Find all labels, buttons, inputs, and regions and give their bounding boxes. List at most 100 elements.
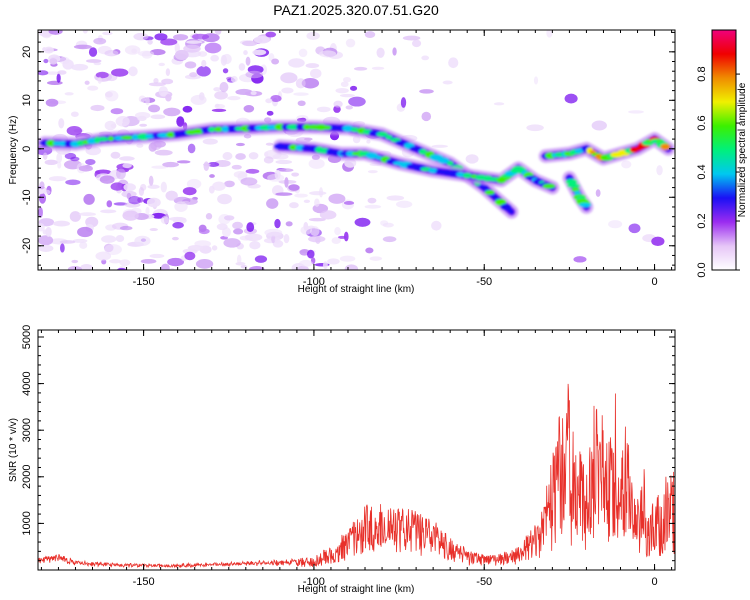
noise-blob [110, 151, 121, 159]
noise-blob [354, 217, 371, 227]
y-tick-label: 5000 [21, 325, 33, 349]
noise-blob [245, 56, 251, 66]
noise-blob [184, 61, 197, 69]
noise-blob [119, 259, 131, 267]
noise-blob [100, 209, 117, 214]
noise-blob [198, 224, 207, 233]
noise-blob [168, 216, 187, 221]
noise-blob [331, 237, 341, 244]
noise-blob [104, 50, 119, 57]
noise-blob [64, 92, 74, 96]
noise-blob [122, 163, 132, 169]
noise-blob [431, 144, 448, 148]
noise-blob [104, 244, 122, 255]
noise-blob [119, 225, 133, 231]
noise-blob [245, 168, 260, 174]
noise-blob [465, 154, 479, 164]
noise-blob [656, 165, 663, 176]
noise-blob [306, 31, 320, 40]
noise-blob [147, 184, 160, 189]
noise-blob [533, 76, 539, 85]
noise-blob [300, 225, 312, 235]
ridge-bead [227, 125, 237, 133]
spectrogram-y-ticks: -20 -10 0 10 20 [21, 31, 675, 266]
ridge-bead [107, 136, 115, 141]
noise-blob [217, 193, 232, 205]
x-tick-label: 0 [651, 576, 657, 588]
noise-blob [288, 58, 305, 68]
noise-blob [87, 85, 99, 91]
noise-blob [316, 106, 331, 113]
noise-blob [69, 211, 81, 222]
ridge-bead [208, 126, 216, 132]
noise-blob [117, 267, 127, 270]
noise-blob [448, 57, 459, 69]
noise-blob [243, 104, 255, 113]
noise-blob [140, 258, 157, 264]
noise-blob [158, 62, 165, 67]
noise-blob [95, 71, 109, 79]
noise-blob [148, 104, 161, 113]
noise-blob [344, 158, 357, 168]
noise-blob [345, 38, 356, 48]
colorbar-label: Normalized spectral amplitude [737, 82, 748, 217]
x-tick-label: -150 [133, 576, 155, 588]
noise-blob [113, 202, 128, 206]
noise-blob [78, 212, 96, 217]
noise-blob [214, 30, 222, 35]
noise-blob [60, 243, 65, 253]
noise-blob [252, 49, 267, 56]
ridge-bead [376, 131, 388, 137]
noise-blob [366, 139, 371, 144]
noise-blob [122, 210, 139, 221]
noise-blob [350, 85, 358, 91]
noise-blob [46, 80, 63, 85]
noise-blob [161, 78, 174, 85]
noise-blob [56, 73, 61, 83]
noise-blob [264, 228, 283, 237]
noise-blob [115, 116, 130, 127]
noise-blob [184, 251, 196, 261]
y-tick-label: -10 [21, 189, 33, 205]
snr-panel: -150 -100 -50 0 1000 2000 3000 4000 5000 Height… [8, 325, 676, 595]
noise-blob [219, 81, 229, 93]
noise-blob [305, 63, 320, 69]
noise-blob [343, 201, 355, 205]
noise-blob [197, 51, 208, 57]
ridge-bead [295, 124, 305, 130]
noise-blob [149, 227, 158, 232]
x-tick-label: -50 [476, 576, 492, 588]
noise-blob [369, 256, 383, 261]
noise-blob [202, 138, 218, 145]
noise-blob [213, 87, 221, 92]
noise-blob [38, 185, 45, 190]
noise-blob [38, 207, 43, 218]
noise-blob [44, 71, 62, 75]
noise-blob [93, 37, 107, 45]
noise-blob [294, 193, 308, 198]
noise-blob [382, 236, 397, 243]
noise-blob [150, 114, 166, 120]
noise-blob [160, 216, 170, 225]
noise-blob [352, 135, 361, 144]
noise-blob [90, 104, 105, 112]
spectrogram-x-axis-label: Height of straight line (km) [298, 284, 415, 295]
x-tick-label: -50 [476, 276, 492, 288]
spectrogram-frame [37, 29, 676, 271]
noise-blob [190, 94, 207, 105]
snr-plot-area [38, 330, 675, 570]
ridge-bead [330, 124, 338, 131]
noise-blob [138, 187, 145, 196]
noise-blob [149, 253, 165, 259]
noise-blob [189, 72, 198, 78]
noise-blob [183, 44, 201, 53]
noise-blob [340, 81, 349, 88]
noise-blob [205, 212, 213, 220]
noise-blob [214, 91, 228, 100]
ridge-bead [566, 183, 581, 188]
noise-blob [85, 158, 96, 165]
noise-blob [254, 255, 268, 263]
noise-blob [62, 59, 74, 70]
noise-blob [266, 110, 274, 116]
